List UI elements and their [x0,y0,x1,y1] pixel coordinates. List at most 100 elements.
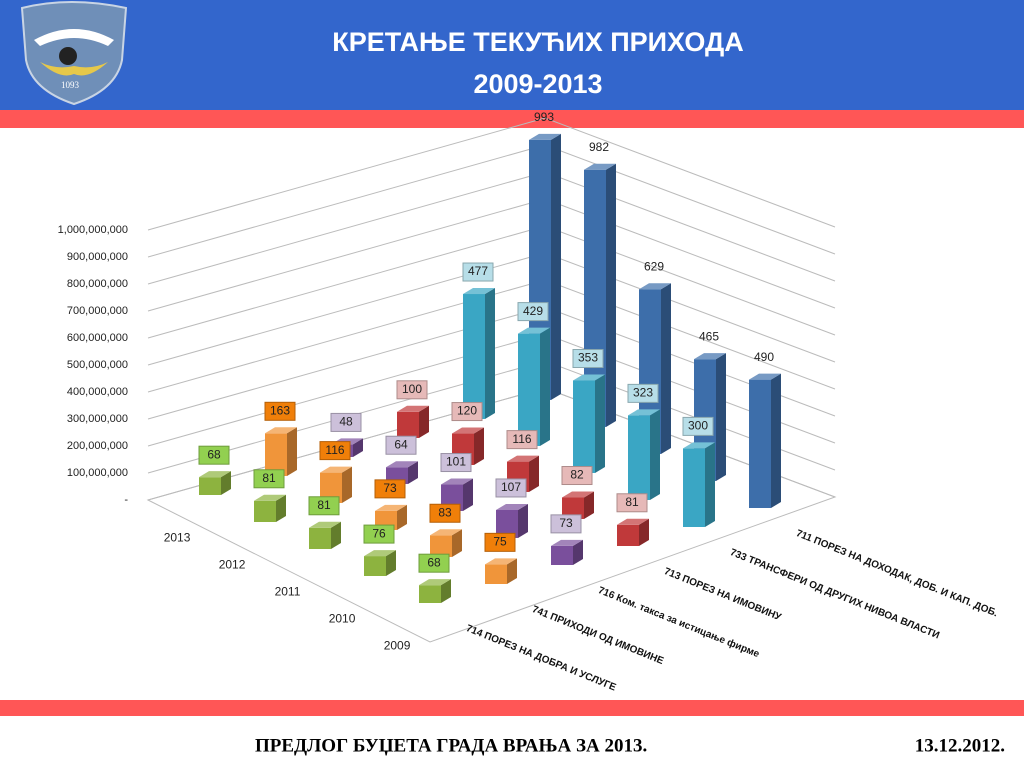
bar-side [485,288,495,419]
bar-front [573,380,595,473]
bar [683,442,715,527]
value-label: 81 [262,471,276,485]
value-label: 68 [207,447,221,461]
bar-side [408,461,418,484]
bar [562,491,594,519]
bar [573,374,605,473]
bar [386,461,418,484]
bar-side [551,133,561,401]
bar [518,327,550,446]
title-line: 2009-2013 [473,69,602,99]
value-label: 163 [270,403,290,417]
y-tick-label: 200,000,000 [67,440,128,452]
bar-front [199,477,221,495]
series-label: 711 ПОРЕЗ НА ДОХОДАК, ДОБ. И КАП. ДОБ. [794,528,999,619]
value-label: 76 [372,526,386,540]
y-tick-label: 600,000,000 [67,332,128,344]
value-label: 465 [699,329,719,343]
label-box [506,430,538,450]
label-box [561,466,593,486]
bar-side [639,518,649,546]
bar-front [551,545,573,565]
bar-side [584,491,594,519]
bar-front [496,509,518,538]
bar-side [606,163,616,427]
bar-top [628,409,660,416]
logo: 1093 [20,1,128,106]
bar-top [485,558,517,565]
series-label: 733 ТРАНСФЕРИ ОД ДРУГИХ НИВОА ВЛАСТИ [728,547,941,641]
label-box [616,493,648,513]
header-stripe [0,110,1024,128]
bar-side [221,471,231,495]
label-box [550,514,582,534]
bar-top [386,461,418,468]
value-label: 107 [501,480,521,494]
label-box [374,479,406,499]
bar-top [683,442,715,449]
bar-top [320,466,352,473]
series-label: 713 ПОРЕЗ НА ИМОВИНУ [662,566,783,623]
y-tick-label: 1,000,000,000 [58,224,128,236]
bar-side [331,521,341,549]
label-box [264,401,296,421]
bar-front [430,535,452,557]
bar-side [287,427,297,476]
bar-side [397,504,407,530]
value-label: 82 [570,468,584,482]
value-label: 100 [402,382,422,396]
bar-side [353,438,363,457]
bar-top [562,491,594,498]
bar [320,466,352,503]
value-label: 101 [446,455,466,469]
bar-side [419,405,429,438]
bar-side [507,558,517,584]
bar [397,405,429,438]
label-box [429,503,461,523]
bar-top [430,529,462,536]
bar-side [518,503,528,538]
value-label: 48 [339,415,353,429]
bar-top [265,427,297,434]
label-box [495,478,527,498]
bar-top [309,521,341,528]
value-label: 73 [383,481,397,495]
bar-front [749,379,771,508]
bar-top [518,327,550,334]
bar-top [452,427,484,434]
bar-front [397,411,419,438]
value-label: 83 [438,505,452,519]
value-label: 982 [589,140,609,154]
chart: - 100,000,000 200,000,000 300,000,000 400,00… [58,110,1000,694]
bar-front [419,585,441,603]
footer-left: ПРЕДЛОГ БУЏЕТА ГРАДА ВРАЊА ЗА 2013. [255,735,647,756]
bar-top [694,353,726,360]
year-label: 2012 [219,558,246,572]
bar-top [507,455,539,462]
bar-side [705,442,715,527]
label-box [440,453,472,473]
bar-side [463,478,473,511]
bar-top [573,374,605,381]
value-label: 490 [754,350,774,364]
bar-top [749,373,781,380]
bar [463,288,495,419]
bar-top [375,504,407,511]
bar-front [485,564,507,584]
bar [199,471,231,495]
label-box [451,402,483,422]
logo-text: 1093 [61,80,80,90]
bar-top [529,133,561,140]
bar-front [518,333,540,446]
header-band [0,0,1024,110]
bar-side [474,427,484,465]
bar-front [628,415,650,500]
label-box [319,441,351,461]
bar-front [562,497,584,519]
bar-top [441,478,473,485]
y-tick-label: 900,000,000 [67,251,128,263]
label-box [363,524,395,544]
y-tick-label: 500,000,000 [67,359,128,371]
label-box [517,302,549,322]
